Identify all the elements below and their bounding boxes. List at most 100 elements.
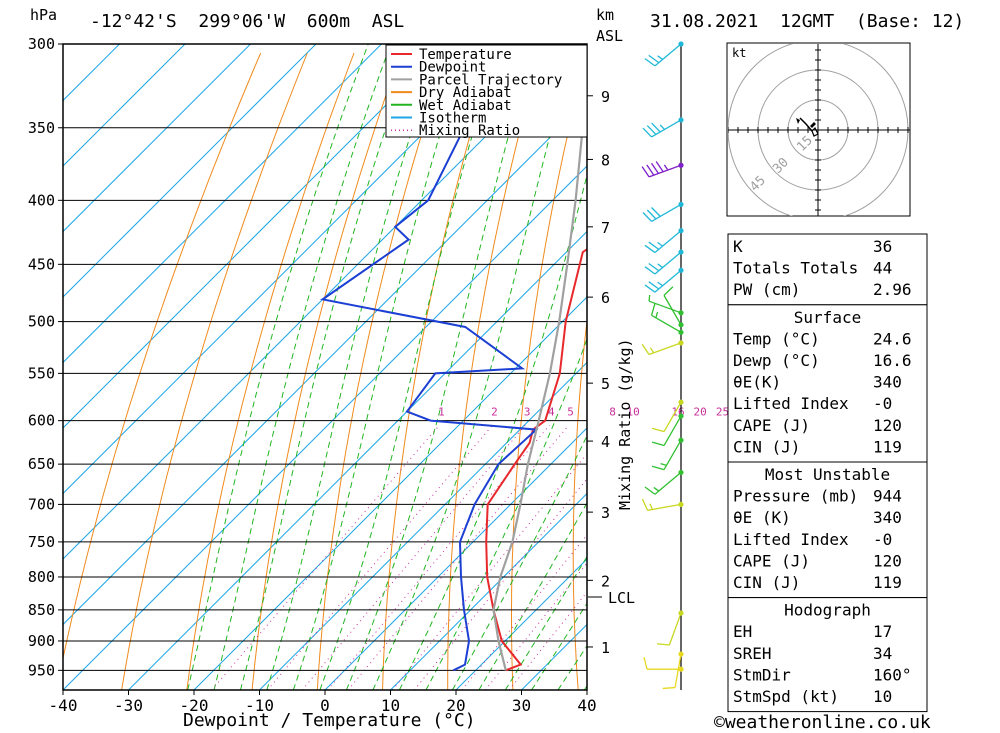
height-tick-label: 8: [601, 151, 610, 169]
pressure-tick-label: 750: [28, 533, 55, 551]
wind-barb-feather: [662, 686, 676, 690]
wet-adiabat: [451, 434, 587, 690]
mixing-ratio-label: 3: [524, 406, 531, 419]
wind-barb-feather: [644, 244, 656, 254]
isotherm: [63, 44, 579, 560]
wind-barb-staff: [654, 43, 682, 67]
wind-barb: [642, 201, 684, 222]
pressure-tick-label: 700: [28, 495, 55, 513]
plot-area: [62, 43, 681, 691]
wind-barb-staff: [647, 503, 682, 511]
legend-box: [385, 44, 588, 138]
isobar-lines: [63, 43, 587, 671]
pressure-tick-label: 300: [28, 35, 55, 53]
wind-barb-feather: [657, 263, 663, 269]
wind-barb-feather: [650, 162, 659, 174]
wind-barb-feather: [648, 54, 660, 64]
indices-label: Temp (°C): [733, 329, 820, 348]
wind-barb-feather: [646, 209, 657, 220]
temperature-tick-label: -30: [114, 696, 143, 715]
indices-label: θE (K): [733, 508, 791, 527]
wet-adiabat: [239, 44, 416, 690]
pressure-axis: 300 350 400 450 500 550 600 650 700 750 800 850 900 9…: [28, 35, 63, 679]
indices-label: CAPE (J): [733, 416, 810, 435]
isotherm-lines: [63, 44, 587, 690]
dewpoint-line: [320, 44, 539, 672]
wind-barb-staff: [663, 295, 682, 326]
wind-barb-feather: [657, 643, 670, 646]
wind-barb: [642, 117, 684, 138]
wind-barb: [641, 340, 684, 356]
wet-adiabat: [187, 44, 369, 690]
wet-adiabat: [213, 44, 392, 690]
indices-box: [727, 304, 928, 463]
wind-barb-feather: [651, 122, 661, 133]
pressure-tick-label: 600: [28, 412, 55, 430]
temperature-tick-label: 10: [381, 696, 400, 715]
wind-barb-feather: [649, 347, 655, 354]
isotherm: [455, 558, 587, 690]
wind-barb: [651, 437, 684, 471]
wet-adiabat: [372, 44, 575, 690]
mixing-ratio-label: 1: [438, 406, 445, 419]
hodograph-arrow: [796, 118, 800, 124]
pressure-tick-label: 650: [28, 455, 55, 473]
mixing-ratio-line: [327, 424, 550, 690]
indices-label: CAPE (J): [733, 551, 810, 570]
mixing-ratio-line: [508, 591, 587, 690]
wind-barb: [644, 249, 684, 275]
dry-adiabat: [63, 52, 262, 661]
wind-barb-feather: [651, 207, 661, 217]
indices-value: 44: [873, 259, 892, 278]
indices-value: 160°: [873, 665, 912, 684]
legend-label: Dry Adiabat: [419, 85, 512, 101]
wind-barb-feather: [657, 241, 663, 247]
isotherm: [128, 230, 587, 690]
wind-barb-feather: [651, 465, 665, 471]
wind-barb-feather: [651, 427, 665, 433]
indices-label: Totals Totals: [733, 259, 858, 278]
legend-label: Wet Adiabat: [419, 98, 512, 114]
hodograph-trace: [799, 117, 813, 132]
mixing-ratio-line: [461, 534, 587, 690]
dry-adiabat: [633, 53, 681, 690]
indices-value: 120: [873, 551, 902, 570]
indices-value: 340: [873, 508, 902, 527]
wet-adiabat: [345, 44, 535, 690]
mixing-ratio-label: 25: [716, 406, 729, 419]
indices-value: 119: [873, 573, 902, 592]
pressure-tick-label: 900: [28, 632, 55, 650]
isotherm: [63, 44, 317, 298]
wind-barb-feather: [641, 343, 650, 355]
isotherm: [63, 44, 513, 495]
indices-section-title: Surface: [794, 308, 861, 327]
isotherm: [63, 99, 587, 626]
dry-adiabat: [447, 52, 542, 690]
temperature-axis: -40 -30 -20 -10 0 10 20 30 40: [49, 690, 597, 715]
indices-label: EH: [733, 622, 752, 641]
wind-barb: [641, 161, 684, 178]
dry-adiabat: [121, 52, 308, 690]
indices-box: [727, 233, 928, 306]
wind-barb-feather: [648, 281, 660, 290]
pressure-tick-label: 850: [28, 601, 55, 619]
wind-barb-feather: [642, 212, 653, 222]
height-tick-label: 6: [601, 289, 610, 307]
wind-barb: [650, 303, 684, 335]
wind-barb: [662, 651, 684, 690]
indices-value: 120: [873, 416, 902, 435]
wind-barb-feather: [644, 486, 656, 495]
isotherm: [193, 296, 587, 690]
wind-barb-feather: [646, 125, 657, 135]
wind-barb-staff: [648, 342, 682, 356]
height-tick-label: 7: [601, 219, 610, 237]
storm-motion-marker: [810, 122, 816, 128]
wind-barb-staff: [648, 300, 682, 314]
mixing-ratio-label: 5: [567, 406, 574, 419]
height-axis: 1 2 3 4 5 6 7 8 9: [587, 88, 610, 657]
indices-value: 34: [873, 644, 892, 663]
isotherm: [63, 44, 251, 233]
wind-barb-feather: [642, 127, 653, 138]
indices-label: Pressure (mb): [733, 487, 858, 506]
mixing-ratio-labels: 1 2 3 4 5 8 10 16 20 25: [438, 406, 729, 419]
